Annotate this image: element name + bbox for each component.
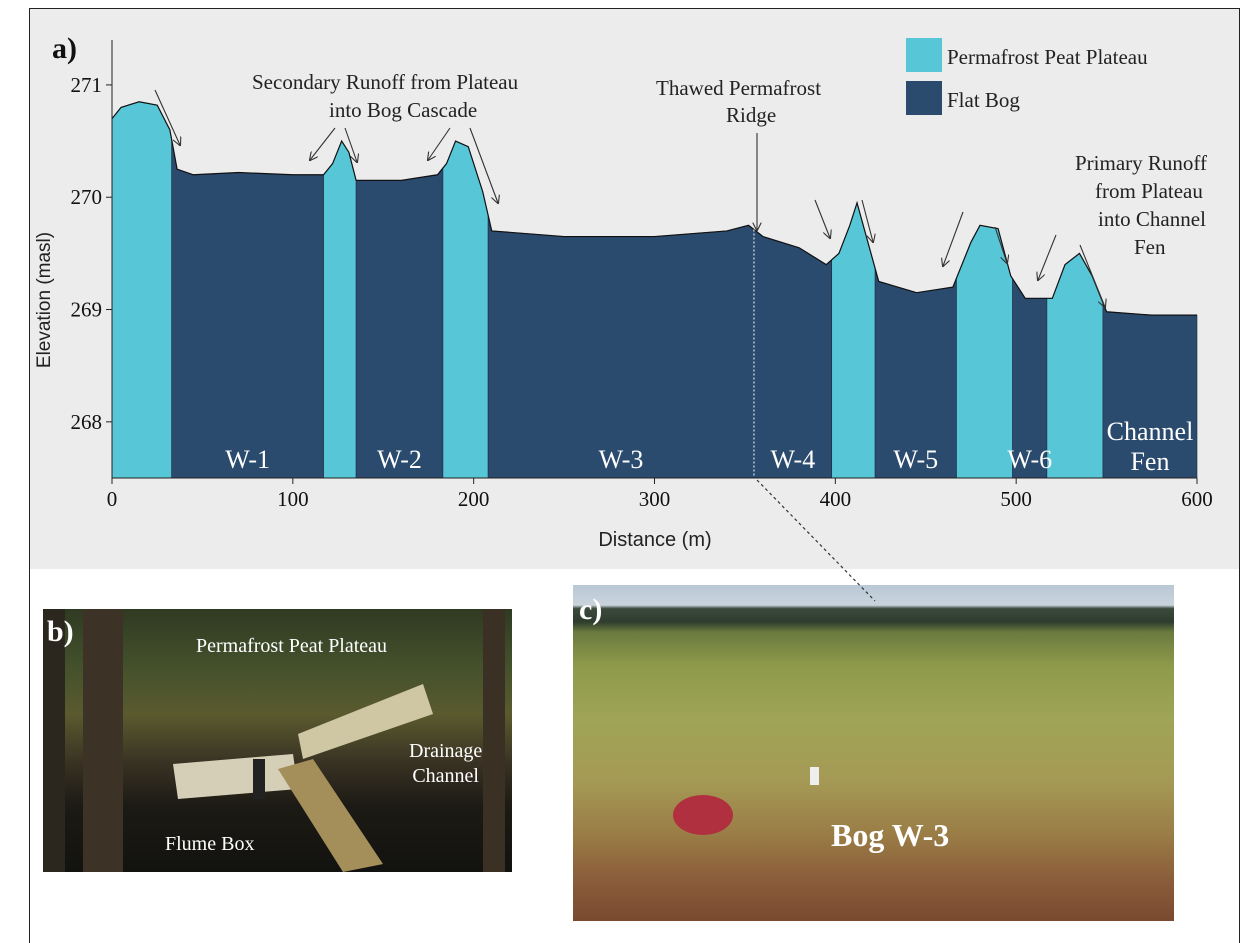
legend-label-bog: Flat Bog bbox=[947, 88, 1020, 112]
zone-label: W-5 bbox=[893, 445, 938, 474]
thawed-ridge-line2: Ridge bbox=[726, 103, 776, 127]
x-tick-label: 400 bbox=[820, 487, 852, 511]
photo-bog-w3: c) Bog W-3 bbox=[573, 585, 1174, 921]
primary-runoff-line3: into Channel bbox=[1098, 207, 1206, 231]
well-marker bbox=[810, 767, 819, 785]
x-tick-label: 100 bbox=[277, 487, 309, 511]
zone-label: Channel bbox=[1107, 417, 1194, 446]
plateau-area bbox=[956, 224, 1013, 479]
primary-runoff-line4: Fen bbox=[1134, 235, 1166, 259]
y-tick-label: 269 bbox=[71, 298, 103, 322]
panel-c-label: c) bbox=[579, 593, 603, 626]
runoff-arrow bbox=[469, 127, 498, 203]
flume-board bbox=[298, 684, 433, 759]
plateau-area bbox=[442, 140, 489, 479]
photo-connector bbox=[756, 479, 876, 602]
x-tick-label: 0 bbox=[107, 487, 118, 511]
runoff-arrow bbox=[1079, 244, 1105, 307]
runoff-arrow bbox=[344, 127, 357, 162]
plateau-area bbox=[1046, 252, 1104, 479]
tree-trunk bbox=[43, 609, 65, 872]
panel-a-label: a) bbox=[52, 32, 77, 65]
zone-label: W-2 bbox=[377, 445, 422, 474]
figure-frame bbox=[29, 8, 1240, 943]
primary-runoff-line1: Primary Runoff bbox=[1075, 151, 1207, 175]
x-tick-label: 500 bbox=[1000, 487, 1032, 511]
y-axis-label: Elevation (masl) bbox=[34, 232, 55, 368]
legend-swatch-bog bbox=[906, 81, 942, 115]
drainage-channel-label: Drainage Channel bbox=[409, 739, 482, 789]
runoff-arrow bbox=[310, 127, 336, 160]
runoff-arrow bbox=[428, 127, 451, 160]
secondary-runoff-line2: into Bog Cascade bbox=[329, 98, 477, 122]
x-tick-label: 600 bbox=[1181, 487, 1213, 511]
primary-runoff-line2: from Plateau bbox=[1095, 179, 1203, 203]
plateau-photo-label: Permafrost Peat Plateau bbox=[196, 635, 388, 657]
photo-b-illustration bbox=[43, 609, 505, 872]
secondary-runoff-line1: Secondary Runoff from Plateau bbox=[252, 70, 519, 94]
drainage-line2: Channel bbox=[412, 765, 479, 787]
bog-w3-label: Bog W-3 bbox=[831, 817, 950, 853]
zone-label: Fen bbox=[1130, 447, 1169, 476]
plateau-area bbox=[323, 140, 357, 479]
flume-box bbox=[173, 754, 298, 799]
zone-label: W-6 bbox=[1007, 445, 1052, 474]
flume-box-label: Flume Box bbox=[165, 833, 255, 855]
bog-area bbox=[171, 139, 324, 479]
bog-area bbox=[487, 215, 833, 479]
runoff-arrow bbox=[943, 211, 964, 266]
photo-c-illustration bbox=[673, 767, 819, 835]
backpack bbox=[673, 795, 733, 835]
zone-label: W-3 bbox=[599, 445, 644, 474]
y-tick-label: 268 bbox=[71, 410, 103, 434]
runoff-arrow bbox=[154, 89, 180, 145]
zone-label: W-1 bbox=[225, 445, 270, 474]
legend-label-plateau: Permafrost Peat Plateau bbox=[947, 45, 1148, 69]
elevation-profile-line bbox=[111, 101, 1197, 316]
thawed-ridge-line1: Thawed Permafrost bbox=[656, 76, 821, 100]
runoff-arrow bbox=[861, 199, 873, 242]
legend: Permafrost Peat Plateau Flat Bog bbox=[906, 38, 1148, 115]
y-tick-label: 271 bbox=[71, 73, 103, 97]
plateau-area bbox=[111, 101, 172, 479]
bog-area bbox=[355, 167, 444, 479]
x-tick-label: 200 bbox=[458, 487, 490, 511]
y-tick-label: 270 bbox=[71, 185, 103, 209]
flume-board bbox=[278, 759, 383, 872]
zone-label: W-4 bbox=[770, 445, 815, 474]
panel-b-label: b) bbox=[47, 615, 74, 648]
flume-post bbox=[253, 759, 265, 799]
photo-flume-box: b) Permafrost Peat Plateau Drainage Chan… bbox=[43, 609, 512, 872]
legend-swatch-plateau bbox=[906, 38, 942, 72]
tree-trunk bbox=[483, 609, 505, 872]
tree-trunk bbox=[83, 609, 123, 872]
runoff-arrow bbox=[1038, 234, 1057, 280]
x-tick-label: 300 bbox=[639, 487, 671, 511]
runoff-arrow bbox=[994, 226, 1007, 263]
runoff-arrow bbox=[814, 199, 830, 238]
drainage-line1: Drainage bbox=[409, 740, 483, 762]
x-axis-label: Distance (m) bbox=[598, 529, 711, 551]
